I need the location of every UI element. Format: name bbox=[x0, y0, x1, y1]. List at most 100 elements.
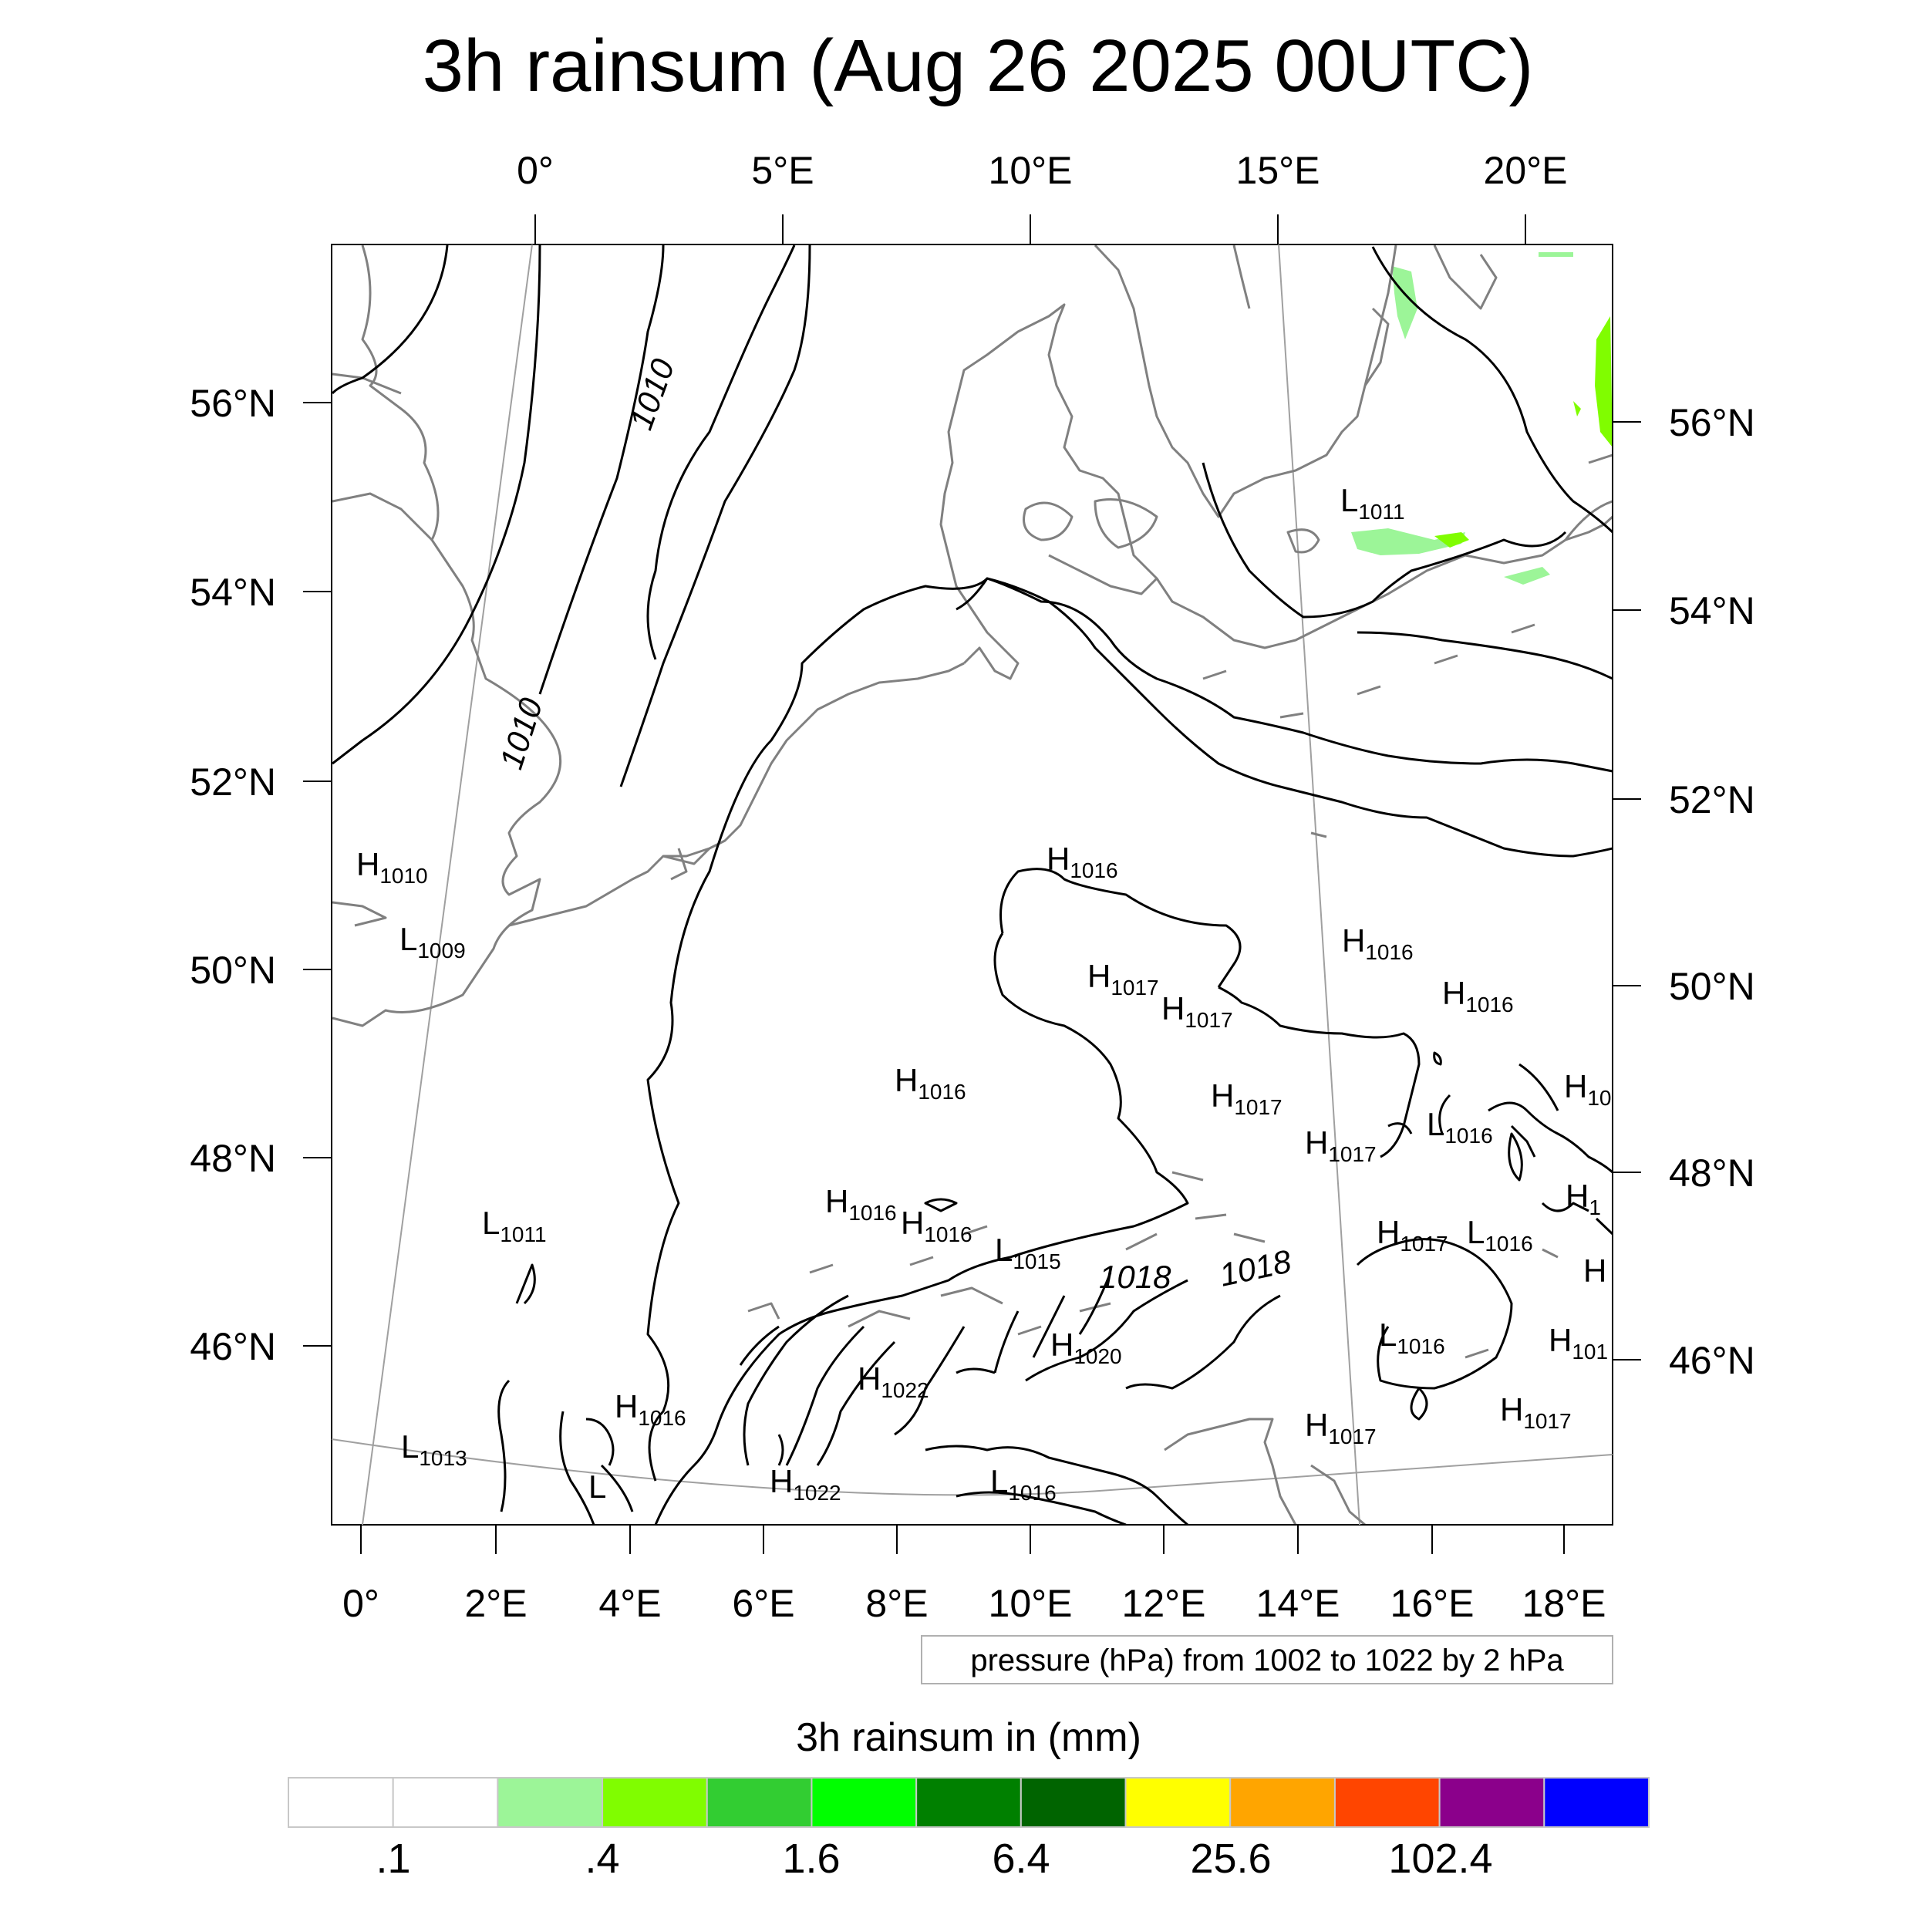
pressure-system: H bbox=[1583, 1253, 1606, 1289]
bottom-lon-label: 14°E bbox=[1256, 1582, 1340, 1625]
left-ticks bbox=[303, 402, 332, 1347]
pressure-system: H1016 bbox=[1442, 975, 1514, 1017]
pressure-system: L1015 bbox=[995, 1232, 1061, 1273]
chart-title: 3h rainsum (Aug 26 2025 00UTC) bbox=[423, 25, 1534, 107]
right-ticks bbox=[1613, 421, 1641, 1360]
coastlines bbox=[332, 245, 1612, 1524]
map-frame bbox=[331, 244, 1613, 1526]
colorbar-label: .1 bbox=[376, 1836, 410, 1882]
bottom-lon-label: 16°E bbox=[1390, 1582, 1475, 1625]
colorbar-swatch bbox=[1438, 1777, 1545, 1828]
pressure-system: H1017 bbox=[1161, 990, 1233, 1032]
right-lat-label: 52°N bbox=[1669, 778, 1755, 821]
left-lat-label: 52°N bbox=[190, 760, 276, 804]
pressure-system: H1017 bbox=[1211, 1077, 1283, 1119]
pressure-system: H1017 bbox=[1087, 958, 1159, 1000]
info-box-text: pressure (hPa) from 1002 to 1022 by 2 hP… bbox=[970, 1644, 1564, 1677]
pressure-system: H1017 bbox=[1305, 1407, 1377, 1448]
left-lat-label: 50°N bbox=[190, 949, 276, 992]
pressure-system: H101 bbox=[1549, 1322, 1608, 1364]
colorbar-swatch bbox=[497, 1777, 604, 1828]
pressure-system: L bbox=[588, 1468, 606, 1505]
pressure-system: H1016 bbox=[1342, 922, 1414, 964]
colorbar-swatch bbox=[1543, 1777, 1650, 1828]
colorbar-swatch bbox=[1020, 1777, 1127, 1828]
pressure-systems: L1011 H1010 L1009 H1016 H1017 H1017 H101… bbox=[356, 482, 1612, 1505]
colorbar-label: 102.4 bbox=[1388, 1836, 1492, 1882]
pressure-system: L1011 bbox=[1340, 482, 1405, 524]
colorbar-swatch bbox=[1124, 1777, 1232, 1828]
graticule bbox=[331, 244, 1613, 1526]
top-lon-label: 10°E bbox=[989, 149, 1073, 192]
pressure-system: H1017 bbox=[1500, 1391, 1572, 1433]
right-lat-label: 56°N bbox=[1669, 401, 1755, 444]
bottom-lon-label: 10°E bbox=[989, 1582, 1073, 1625]
pressure-system: H1016 bbox=[895, 1062, 966, 1104]
contour-label: 1010 bbox=[493, 693, 550, 774]
bottom-lon-label: 18°E bbox=[1522, 1582, 1606, 1625]
colorbar-label: 6.4 bbox=[992, 1836, 1050, 1882]
bottom-lon-label: 8°E bbox=[865, 1582, 928, 1625]
bottom-lon-labels: 0° 2°E 4°E 6°E 8°E 10°E 12°E 14°E 16°E 1… bbox=[342, 1582, 1606, 1625]
right-lat-label: 46°N bbox=[1669, 1339, 1755, 1382]
left-lat-label: 56°N bbox=[190, 382, 276, 425]
left-lat-label: 54°N bbox=[190, 571, 276, 614]
bottom-lon-label: 6°E bbox=[732, 1582, 794, 1625]
top-lon-labels: 0° 5°E 10°E 15°E 20°E bbox=[517, 149, 1567, 192]
colorbar-title: 3h rainsum in (mm) bbox=[796, 1715, 1141, 1760]
colorbar-swatch bbox=[288, 1777, 394, 1828]
top-lon-label: 5°E bbox=[751, 149, 814, 192]
pressure-system: L1013 bbox=[401, 1428, 467, 1470]
colorbar-swatch bbox=[811, 1777, 918, 1828]
info-box: pressure (hPa) from 1002 to 1022 by 2 hP… bbox=[921, 1635, 1613, 1684]
bottom-lon-label: 4°E bbox=[598, 1582, 661, 1625]
top-ticks bbox=[534, 214, 1526, 244]
right-lat-label: 48°N bbox=[1669, 1151, 1755, 1195]
pressure-system: H1017 bbox=[1377, 1214, 1448, 1256]
right-lat-label: 50°N bbox=[1669, 965, 1755, 1008]
pressure-system: H1022 bbox=[858, 1360, 929, 1402]
map-content bbox=[332, 245, 1612, 1524]
colorbar-label: 1.6 bbox=[782, 1836, 840, 1882]
colorbar-labels: .1 .4 1.6 6.4 25.6 102.4 bbox=[376, 1836, 1492, 1882]
pressure-system: L1009 bbox=[399, 921, 466, 963]
pressure-system: H1016 bbox=[825, 1183, 897, 1225]
pressure-system: L1016 bbox=[1467, 1214, 1533, 1256]
isobars bbox=[332, 245, 1612, 1524]
pressure-system: L1016 bbox=[990, 1463, 1057, 1505]
colorbar-label: .4 bbox=[585, 1836, 619, 1882]
top-lon-label: 15°E bbox=[1236, 149, 1320, 192]
left-lat-label: 46°N bbox=[190, 1325, 276, 1368]
colorbar-boxes bbox=[288, 1777, 1650, 1828]
right-lat-labels: 56°N 54°N 52°N 50°N 48°N 46°N bbox=[1669, 401, 1755, 1382]
contour-label: 1018 bbox=[1099, 1259, 1171, 1295]
pressure-system: L1011 bbox=[482, 1205, 547, 1246]
colorbar-swatch bbox=[915, 1777, 1022, 1828]
pressure-system: H1016 bbox=[615, 1388, 686, 1430]
top-lon-label: 20°E bbox=[1484, 149, 1568, 192]
bottom-lon-label: 12°E bbox=[1122, 1582, 1206, 1625]
right-lat-label: 54°N bbox=[1669, 589, 1755, 632]
contour-label: 1018 bbox=[1216, 1242, 1295, 1293]
colorbar-label: 25.6 bbox=[1190, 1836, 1271, 1882]
pressure-system: H1022 bbox=[770, 1463, 841, 1505]
contour-label: 1010 bbox=[622, 354, 681, 434]
pressure-system: H1020 bbox=[1050, 1327, 1122, 1368]
pressure-system: H1016 bbox=[1047, 841, 1118, 882]
rain-areas bbox=[1351, 252, 1612, 585]
colorbar-swatch bbox=[602, 1777, 708, 1828]
pressure-system: H1010 bbox=[356, 846, 428, 888]
pressure-system: H1017 bbox=[1305, 1124, 1377, 1166]
colorbar-swatch bbox=[1229, 1777, 1336, 1828]
colorbar-swatch bbox=[706, 1777, 813, 1828]
left-lat-label: 48°N bbox=[190, 1137, 276, 1180]
colorbar: 3h rainsum in (mm) .1 .4 1.6 6.4 25.6 10… bbox=[288, 1715, 1650, 1882]
bottom-lon-label: 2°E bbox=[464, 1582, 527, 1625]
pressure-system: H1016 bbox=[901, 1205, 972, 1246]
pressure-system: H10 bbox=[1564, 1068, 1612, 1110]
top-lon-label: 0° bbox=[517, 149, 554, 192]
left-lat-labels: 56°N 54°N 52°N 50°N 48°N 46°N bbox=[190, 382, 276, 1368]
bottom-lon-label: 0° bbox=[342, 1582, 379, 1625]
